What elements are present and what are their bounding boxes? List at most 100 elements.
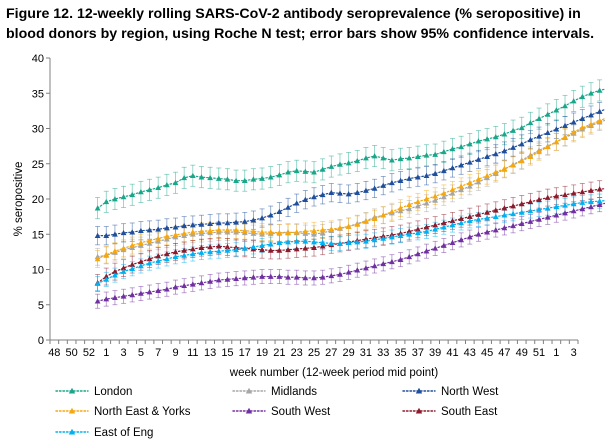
legend-item-east-of-eng: East of Eng — [55, 427, 153, 439]
data-point — [449, 165, 456, 171]
data-point — [492, 169, 499, 175]
data-point — [449, 146, 456, 152]
data-point — [484, 172, 491, 179]
data-point — [163, 256, 170, 262]
legend-marker — [415, 387, 423, 394]
data-point — [233, 177, 239, 183]
data-point — [103, 296, 110, 302]
x-tick-label: 47 — [498, 347, 510, 359]
data-point — [423, 196, 430, 202]
data-point — [302, 228, 309, 234]
data-point — [198, 244, 205, 250]
data-point — [544, 205, 551, 211]
data-point — [129, 265, 136, 272]
data-point — [371, 236, 378, 243]
x-tick-label: 21 — [273, 347, 285, 359]
data-point — [172, 284, 179, 290]
data-point — [466, 234, 473, 240]
data-point — [267, 247, 274, 253]
data-point — [389, 157, 395, 163]
data-point — [484, 153, 491, 160]
x-tick-label: 7 — [155, 347, 161, 359]
data-point — [527, 198, 534, 205]
data-point — [328, 189, 335, 195]
data-point — [172, 179, 179, 186]
data-point — [579, 115, 586, 121]
data-point — [181, 230, 188, 236]
series-group — [94, 87, 605, 304]
data-point — [544, 194, 551, 200]
x-tick-label: 1 — [553, 347, 559, 359]
data-point — [579, 189, 586, 195]
data-point — [207, 244, 214, 250]
data-point — [492, 213, 499, 219]
y-tick-label: 5 — [38, 300, 44, 312]
data-point — [120, 229, 127, 236]
y-tick-label: 10 — [32, 265, 44, 277]
data-point — [94, 280, 101, 286]
data-point — [198, 249, 205, 255]
x-tick-label: 43 — [464, 347, 476, 359]
x-tick-label: 3 — [121, 347, 127, 359]
data-point — [267, 174, 274, 180]
legend-item-north-west: North West — [402, 386, 499, 398]
data-point — [371, 215, 378, 222]
data-point — [328, 163, 335, 169]
data-point — [484, 215, 491, 221]
data-point — [302, 168, 309, 174]
data-point — [293, 167, 300, 174]
figure-title: Figure 12. 12-weekly rolling SARS-CoV-2 … — [6, 6, 595, 42]
data-point — [233, 246, 239, 253]
legend-label: South East — [441, 406, 498, 418]
data-point — [146, 186, 153, 193]
data-point — [562, 103, 568, 109]
data-point — [588, 198, 594, 205]
legend-marker — [245, 387, 253, 394]
data-point — [181, 174, 188, 181]
data-point — [163, 225, 170, 231]
data-point — [345, 191, 352, 197]
data-point — [484, 229, 491, 235]
data-point — [432, 222, 439, 228]
data-point — [302, 245, 309, 251]
data-point — [189, 251, 196, 257]
data-point — [207, 174, 214, 181]
data-point — [440, 224, 447, 230]
data-point — [389, 179, 395, 186]
data-point — [440, 167, 447, 174]
data-point — [501, 212, 508, 218]
data-point — [570, 98, 577, 104]
data-point — [406, 155, 413, 161]
data-point — [562, 122, 568, 128]
data-point — [432, 197, 439, 203]
data-point — [137, 258, 144, 265]
legend: London Midlands North West North East & Yor… — [55, 386, 499, 439]
data-point — [198, 174, 205, 180]
data-point — [414, 153, 421, 160]
data-point — [189, 222, 196, 228]
data-point — [466, 159, 473, 165]
data-point — [449, 186, 456, 193]
data-point — [510, 144, 516, 150]
data-point — [293, 238, 300, 244]
data-point — [337, 240, 343, 246]
data-point — [224, 220, 231, 226]
data-point — [449, 239, 456, 246]
legend-label: East of Eng — [94, 427, 153, 439]
data-point — [466, 179, 473, 186]
data-point — [432, 193, 439, 199]
data-point — [267, 229, 274, 235]
data-point — [596, 201, 603, 207]
data-point — [363, 155, 369, 161]
data-point — [129, 242, 136, 248]
data-point — [94, 232, 101, 238]
data-point — [536, 115, 542, 121]
data-point — [319, 239, 326, 246]
data-point — [155, 287, 162, 293]
data-point — [293, 200, 300, 206]
data-point — [414, 203, 421, 209]
legend-label: Midlands — [271, 386, 317, 398]
data-point — [250, 217, 257, 223]
data-point — [103, 232, 110, 238]
